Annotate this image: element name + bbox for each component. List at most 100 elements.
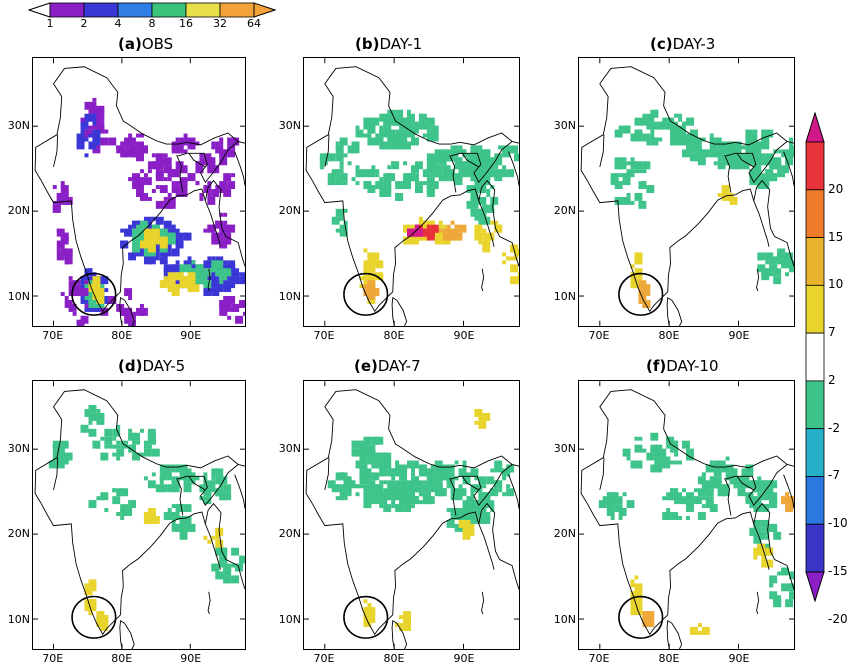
rainfall-cell [721, 145, 730, 154]
colorbar-arrow-right [253, 2, 277, 18]
rainfall-cell [666, 512, 671, 516]
rainfall-cell [450, 472, 455, 477]
rainfall-cell [88, 579, 97, 588]
rainfall-cell [494, 480, 503, 489]
rainfall-cell [179, 523, 188, 532]
rainfall-cell [701, 504, 706, 509]
rainfall-cell [411, 125, 419, 134]
rainfall-cell [215, 185, 220, 190]
rainfall-cell [757, 476, 762, 481]
rainfall-cell [510, 145, 519, 154]
map-graphic [579, 381, 794, 649]
rainfall-cell [151, 472, 156, 477]
rainfall-cell [379, 125, 384, 130]
rainfall-cell [630, 280, 635, 285]
rainfall-cell [446, 232, 455, 241]
rainfall-cell [442, 157, 447, 162]
rainfall-cell [403, 496, 412, 505]
rainfall-cell [227, 181, 236, 190]
rainfall-cell [112, 452, 117, 457]
rainfall-cell [753, 555, 758, 560]
rainfall-cell [203, 228, 208, 233]
rainfall-cell [215, 476, 224, 485]
boundary-line [204, 502, 245, 590]
rainfall-cell [199, 196, 204, 201]
rainfall-cell [454, 224, 459, 229]
rainfall-cell [371, 137, 380, 146]
rainfall-cell [96, 615, 105, 623]
rainfall-cell [478, 412, 487, 421]
rainfall-cell [64, 452, 73, 461]
rainfall-cell [498, 224, 503, 229]
rainfall-cell [749, 177, 754, 182]
rainfall-cell [187, 272, 196, 281]
rainfall-cell [363, 288, 372, 297]
rainfall-cell [88, 101, 97, 110]
rainfall-cell [478, 149, 487, 158]
rainfall-cell [84, 137, 89, 142]
rainfall-cell [128, 428, 133, 433]
rainfall-cell [239, 555, 245, 564]
rainfall-cell [343, 208, 348, 213]
rainfall-cell [167, 200, 176, 209]
rainfall-cell [622, 196, 631, 205]
colorbar-swatch [805, 523, 825, 573]
rainfall-cell [458, 224, 467, 233]
rainfall-cell [634, 161, 643, 170]
colorbar-arrow-left [27, 2, 51, 18]
rainfall-cell [215, 539, 224, 548]
boundary-line [53, 134, 59, 168]
rainfall-cell [662, 448, 667, 453]
rainfall-cell [367, 484, 376, 493]
rainfall-cell [124, 288, 133, 297]
rainfall-cell [701, 496, 706, 501]
rainfall-cell [785, 599, 794, 608]
rainfall-cell [411, 468, 415, 473]
rainfall-cell [741, 161, 750, 170]
rainfall-cell [96, 409, 101, 413]
rainfall-cell [642, 133, 651, 142]
rainfall-cell [407, 492, 415, 501]
rainfall-cell [52, 444, 61, 453]
rainfall-cell [139, 428, 144, 433]
rainfall-cell [725, 472, 734, 481]
rainfall-cell [399, 464, 408, 473]
rainfall-cell [355, 464, 360, 469]
rainfall-cell [363, 284, 368, 289]
rainfall-cell [674, 125, 683, 134]
rainfall-cell [494, 165, 499, 170]
rainfall-cell [203, 268, 212, 277]
rainfall-cell [650, 125, 655, 130]
rainfall-cell [411, 480, 415, 485]
rainfall-cell [658, 452, 667, 461]
rainfall-cell [486, 157, 491, 162]
rainfall-cell [773, 165, 778, 170]
rainfall-cell [753, 181, 758, 186]
rainfall-cell [223, 492, 232, 501]
rainfall-cell [765, 169, 774, 178]
rainfall-cell [701, 137, 706, 142]
rainfall-cell [721, 157, 726, 162]
rainfall-cell [327, 181, 332, 186]
rainfall-cell [96, 496, 101, 501]
rainfall-cell [430, 125, 439, 134]
rainfall-cell [482, 173, 491, 182]
rainfall-cell [139, 307, 148, 316]
rainfall-cell [60, 292, 65, 297]
rainfall-cell [454, 157, 463, 166]
rainfall-cell [773, 276, 782, 285]
rainfall-cell [478, 216, 487, 225]
rainfall-cell [403, 504, 412, 513]
rainfall-cell [474, 145, 479, 150]
rainfall-cell [486, 149, 491, 154]
rainfall-cell [60, 185, 69, 193]
rainfall-cell [749, 149, 754, 154]
side-colorbar-tick-label: 15 [828, 229, 844, 244]
rainfall-cell [155, 153, 164, 162]
rainfall-cell [785, 492, 790, 497]
rainfall-cell [215, 141, 220, 146]
rainfall-cell [430, 157, 435, 162]
rainfall-cell [359, 472, 364, 477]
rainfall-cell [446, 169, 451, 174]
rainfall-cell [355, 125, 360, 130]
